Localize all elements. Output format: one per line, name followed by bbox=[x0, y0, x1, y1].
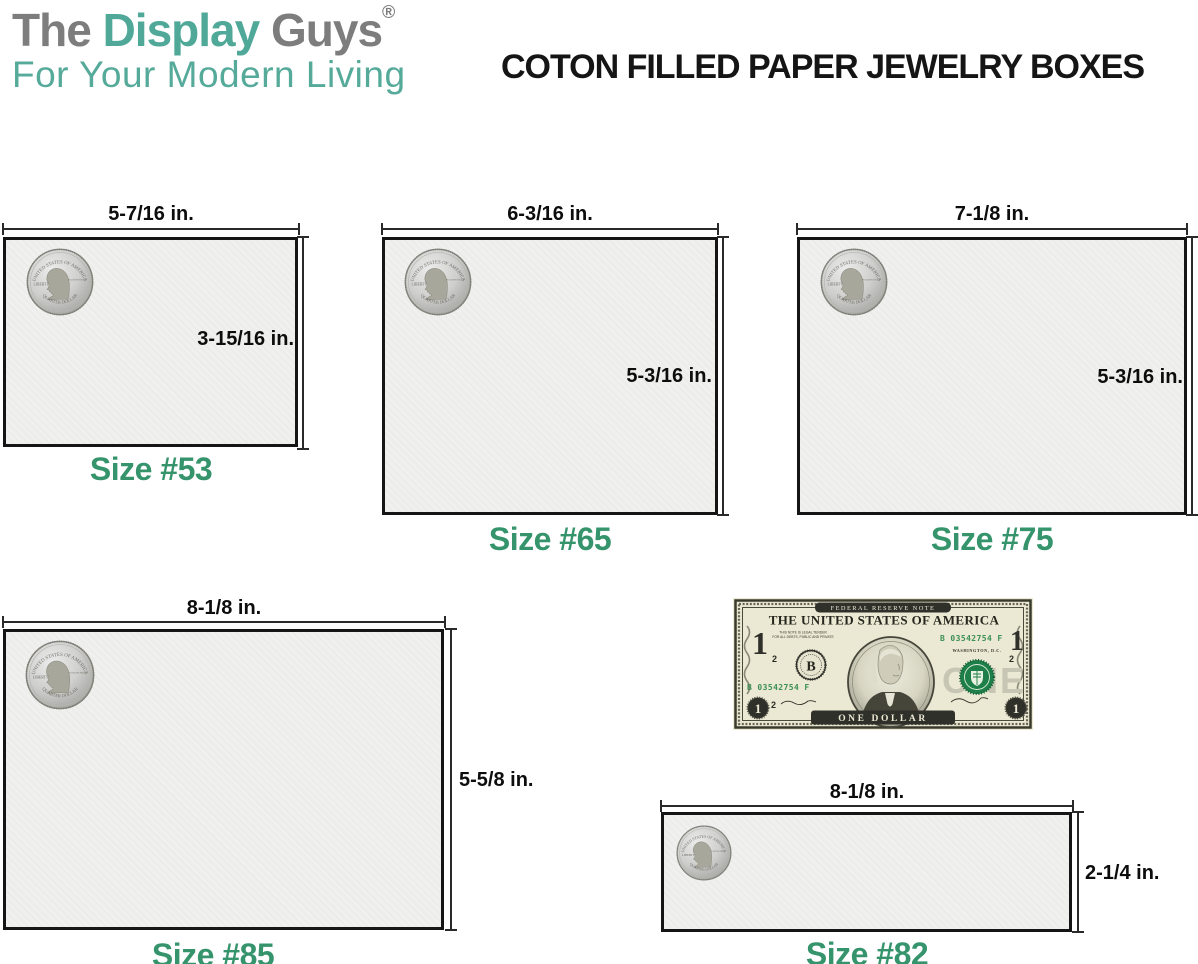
legal-tender-line2: FOR ALL DEBTS, PUBLIC AND PRIVATE bbox=[772, 635, 834, 639]
brand-word-the: The bbox=[12, 4, 92, 56]
serial-number-bottom: B 03542754 F bbox=[747, 683, 810, 692]
district-number: 2 bbox=[1009, 654, 1014, 664]
quarter-coin bbox=[25, 640, 95, 710]
top-banner bbox=[815, 602, 951, 613]
brand-word-guys: Guys bbox=[270, 4, 383, 56]
size-caption: Size #82 bbox=[805, 936, 929, 964]
washington-portrait bbox=[847, 636, 935, 728]
quarter-coin bbox=[26, 248, 94, 316]
one-dollar-bill: FEDERAL RESERVE NOTE THE UNITED STATES O… bbox=[733, 598, 1033, 730]
district-letter: B bbox=[806, 660, 815, 675]
width-dimension-label: 6-3/16 in. bbox=[507, 203, 593, 225]
left-ornament bbox=[743, 625, 751, 695]
quarter-coin bbox=[404, 248, 472, 316]
district-number: 2 bbox=[772, 654, 777, 664]
size-caption: Size #53 bbox=[89, 451, 213, 487]
svg-text:1: 1 bbox=[755, 701, 762, 716]
height-dimension-line bbox=[1072, 811, 1084, 933]
svg-text:1: 1 bbox=[1013, 701, 1020, 716]
page-title: COTON FILLED PAPER JEWELRY BOXES bbox=[500, 47, 1145, 86]
width-dimension-label: 8-1/8 in. bbox=[829, 781, 905, 803]
height-dimension-label: 5-3/16 in. bbox=[626, 365, 712, 387]
width-dimension-label: 8-1/8 in. bbox=[186, 597, 262, 619]
height-dimension-line bbox=[717, 236, 729, 516]
width-dimension-label: 7-1/8 in. bbox=[954, 203, 1030, 225]
secretary-signature bbox=[950, 697, 989, 704]
size-caption: Size #85 bbox=[151, 937, 275, 964]
height-dimension-line bbox=[445, 628, 457, 931]
one-dollar-text: ONE DOLLAR bbox=[838, 714, 928, 724]
box-outline-85 bbox=[3, 629, 444, 930]
brand-word-display: Display bbox=[102, 4, 261, 56]
united-states-title: THE UNITED STATES OF AMERICA bbox=[769, 613, 1000, 628]
federal-reserve-note-text: FEDERAL RESERVE NOTE bbox=[831, 605, 936, 612]
box-outline-53 bbox=[3, 237, 298, 447]
width-dimension-line bbox=[381, 223, 719, 235]
corner-numeral-top-right: 1 bbox=[1010, 626, 1024, 657]
brand-tagline: For Your Modern Living bbox=[12, 54, 406, 95]
height-dimension-label: 5-3/16 in. bbox=[1097, 366, 1183, 388]
district-number: 2 bbox=[771, 700, 776, 710]
height-dimension-label: 3-15/16 in. bbox=[197, 328, 294, 350]
registered-mark: ® bbox=[382, 2, 395, 22]
legal-tender-line1: THIS NOTE IS LEGAL TENDER bbox=[779, 631, 827, 635]
width-dimension-line bbox=[2, 616, 446, 628]
height-dimension-label: 5-5/8 in. bbox=[459, 769, 534, 791]
quarter-coin bbox=[676, 825, 732, 881]
height-dimension-line bbox=[297, 236, 309, 450]
size-caption: Size #75 bbox=[930, 521, 1054, 557]
box-outline-82 bbox=[661, 812, 1072, 932]
corner-numeral-top-left: 1 bbox=[752, 625, 768, 661]
quarter-coin bbox=[820, 248, 888, 316]
washington-dc-text: WASHINGTON, D.C. bbox=[952, 648, 1001, 653]
width-dimension-label: 5-7/16 in. bbox=[108, 203, 194, 225]
bottom-banner bbox=[811, 710, 955, 725]
right-ornament bbox=[1016, 625, 1024, 695]
height-dimension-line bbox=[1186, 236, 1198, 516]
width-dimension-line bbox=[2, 223, 300, 235]
height-dimension-label: 2-1/4 in. bbox=[1085, 862, 1160, 884]
width-dimension-line bbox=[660, 800, 1074, 812]
treasury-seal bbox=[958, 658, 996, 696]
size-caption: Size #65 bbox=[488, 521, 612, 557]
treasurer-signature bbox=[780, 700, 817, 706]
corner-rosette-bottom-left: 1 bbox=[746, 696, 770, 720]
serial-number-top: B 03542754 F bbox=[940, 634, 1003, 643]
box-outline-65 bbox=[382, 237, 718, 515]
federal-reserve-seal: B bbox=[795, 649, 827, 681]
width-dimension-line bbox=[796, 223, 1188, 235]
corner-rosette-bottom-right: 1 bbox=[1004, 696, 1028, 720]
brand-logo: The Display Guys® bbox=[12, 2, 395, 57]
